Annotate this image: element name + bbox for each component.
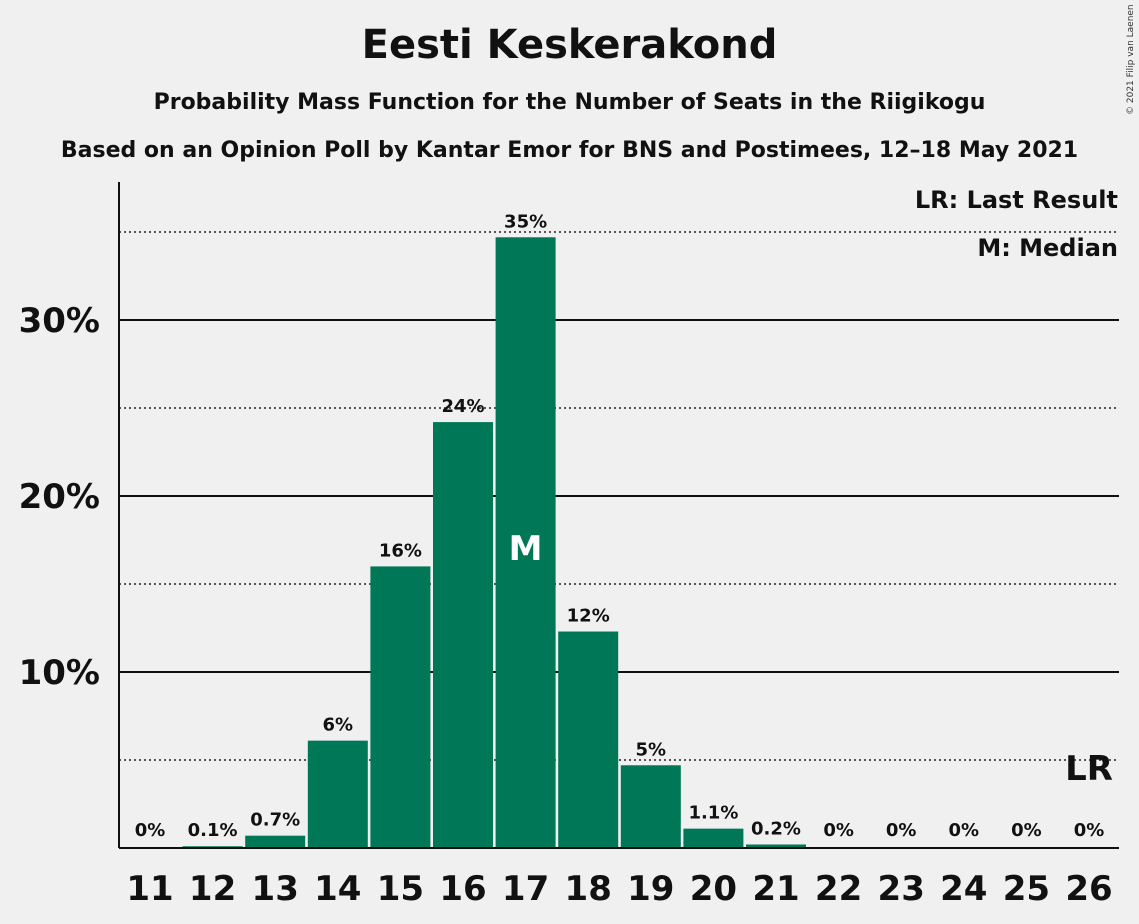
x-tick-label: 13 xyxy=(252,869,299,909)
data-label: 24% xyxy=(441,396,484,417)
x-tick-label: 24 xyxy=(940,869,987,909)
data-label: 0% xyxy=(1074,820,1105,841)
data-label: 6% xyxy=(323,715,354,736)
bar xyxy=(370,566,431,848)
markers: M LR xyxy=(509,529,1113,789)
y-tick-label: 10% xyxy=(19,653,100,693)
x-tick-label: 14 xyxy=(314,869,361,909)
data-label: 0.2% xyxy=(751,818,801,839)
x-tick-label: 22 xyxy=(815,869,862,909)
x-tick-label: 16 xyxy=(439,869,486,909)
gridlines xyxy=(119,231,1119,761)
legend: LR: Last Result M: Median xyxy=(915,186,1118,262)
x-tick-label: 18 xyxy=(565,869,612,909)
bar xyxy=(307,740,368,848)
x-tick-label: 11 xyxy=(126,869,173,909)
data-label: 5% xyxy=(636,739,667,760)
data-label: 12% xyxy=(567,606,610,627)
x-tick-label: 19 xyxy=(627,869,674,909)
data-label: 0.7% xyxy=(250,810,300,831)
bar xyxy=(433,422,493,848)
chart-source-subtitle: Based on an Opinion Poll by Kantar Emor … xyxy=(60,138,1079,163)
data-label: 0% xyxy=(135,820,166,841)
data-label: 0% xyxy=(823,820,854,841)
data-label: 1.1% xyxy=(688,803,738,824)
median-marker: M xyxy=(509,529,543,569)
y-tick-label: 30% xyxy=(19,301,100,341)
x-axis-ticks: 11 12 13 14 15 16 17 18 19 20 21 22 23 24 25 26 xyxy=(126,869,1112,909)
data-label: 0% xyxy=(949,820,980,841)
x-tick-label: 17 xyxy=(502,869,549,909)
data-label: 16% xyxy=(379,540,422,561)
bar xyxy=(683,828,744,848)
bar xyxy=(620,765,681,848)
y-axis-ticks: 10% 20% 30% xyxy=(19,301,100,693)
legend-entry: LR: Last Result xyxy=(915,186,1118,214)
data-label: 0.1% xyxy=(188,820,238,841)
legend-entry: M: Median xyxy=(977,234,1118,262)
data-label: 35% xyxy=(504,211,547,232)
x-tick-label: 21 xyxy=(752,869,799,909)
x-tick-label: 25 xyxy=(1003,869,1050,909)
x-tick-label: 26 xyxy=(1065,869,1112,909)
data-label: 0% xyxy=(886,820,917,841)
bar xyxy=(746,844,806,848)
data-label: 0% xyxy=(1011,820,1042,841)
bar xyxy=(495,237,556,848)
chart-title: Eesti Keskerakond xyxy=(361,22,778,68)
bars xyxy=(182,237,806,848)
x-tick-label: 15 xyxy=(377,869,424,909)
data-labels: 0% 0.1% 0.7% 6% 16% 24% 35% 12% 5% 1.1% 0.2% 0% 0% 0%… xyxy=(135,211,1105,841)
x-tick-label: 12 xyxy=(189,869,236,909)
y-tick-label: 20% xyxy=(19,477,100,517)
x-tick-label: 23 xyxy=(878,869,925,909)
last-result-marker: LR xyxy=(1065,749,1113,789)
bar xyxy=(558,631,619,848)
bar xyxy=(245,835,306,848)
x-tick-label: 20 xyxy=(690,869,737,909)
chart-subtitle: Probability Mass Function for the Number… xyxy=(153,90,986,115)
